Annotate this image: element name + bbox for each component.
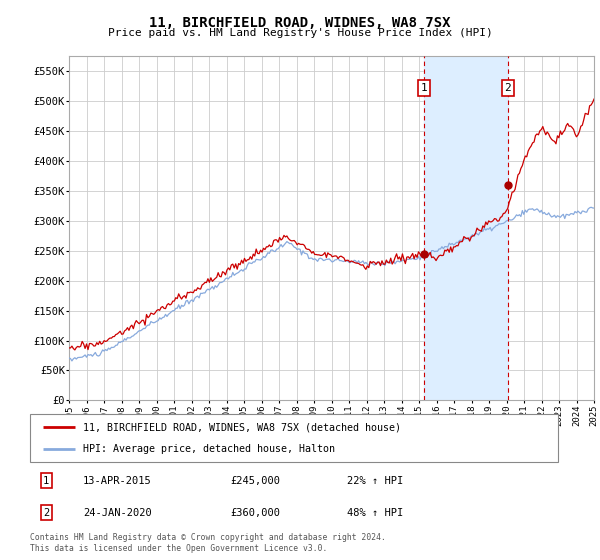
Text: 24-JAN-2020: 24-JAN-2020 [83,508,152,518]
Text: 22% ↑ HPI: 22% ↑ HPI [347,475,403,486]
Text: 2: 2 [505,83,511,93]
Text: Price paid vs. HM Land Registry's House Price Index (HPI): Price paid vs. HM Land Registry's House … [107,28,493,38]
Bar [424,56,508,400]
Text: 11, BIRCHFIELD ROAD, WIDNES, WA8 7SX (detached house): 11, BIRCHFIELD ROAD, WIDNES, WA8 7SX (de… [83,422,401,432]
Text: 13-APR-2015: 13-APR-2015 [83,475,152,486]
Text: Contains HM Land Registry data © Crown copyright and database right 2024.
This d: Contains HM Land Registry data © Crown c… [30,533,386,553]
Text: 48% ↑ HPI: 48% ↑ HPI [347,508,403,518]
Text: 11, BIRCHFIELD ROAD, WIDNES, WA8 7SX: 11, BIRCHFIELD ROAD, WIDNES, WA8 7SX [149,16,451,30]
Text: 2: 2 [43,508,49,518]
Text: £360,000: £360,000 [230,508,281,518]
Text: HPI: Average price, detached house, Halton: HPI: Average price, detached house, Halt… [83,444,335,454]
Text: 1: 1 [421,83,427,93]
Text: 1: 1 [43,475,49,486]
FancyBboxPatch shape [30,414,558,462]
Text: £245,000: £245,000 [230,475,281,486]
